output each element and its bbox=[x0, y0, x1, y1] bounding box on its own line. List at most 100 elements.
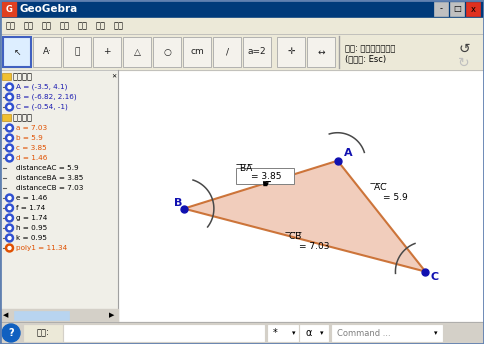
Bar bbox=[14, 311, 69, 320]
Bar bbox=[307, 37, 335, 67]
Text: ◀: ◀ bbox=[3, 312, 9, 319]
Text: -: - bbox=[439, 4, 442, 13]
Bar bbox=[123, 37, 151, 67]
Bar bbox=[268, 325, 298, 341]
Circle shape bbox=[2, 324, 20, 342]
Circle shape bbox=[8, 157, 11, 160]
Circle shape bbox=[5, 93, 14, 101]
Bar bbox=[0, 34, 484, 70]
Bar bbox=[118, 70, 484, 322]
Circle shape bbox=[8, 137, 11, 140]
Text: □: □ bbox=[453, 4, 461, 13]
Text: Command ...: Command ... bbox=[337, 329, 391, 337]
Text: C: C bbox=[430, 272, 439, 282]
Bar bbox=[33, 37, 61, 67]
Bar bbox=[183, 37, 211, 67]
Circle shape bbox=[8, 206, 11, 209]
Text: ✛: ✛ bbox=[287, 47, 295, 56]
Circle shape bbox=[8, 196, 11, 200]
Text: 檔案: 檔案 bbox=[6, 21, 16, 31]
Text: x: x bbox=[470, 4, 475, 13]
Bar bbox=[93, 37, 121, 67]
Circle shape bbox=[8, 247, 11, 249]
Text: ↺: ↺ bbox=[458, 42, 470, 56]
Text: ⟋: ⟋ bbox=[75, 47, 80, 56]
Text: B: B bbox=[174, 197, 182, 207]
FancyBboxPatch shape bbox=[2, 73, 11, 80]
Circle shape bbox=[8, 96, 11, 98]
Text: C = (-0.54, -1): C = (-0.54, -1) bbox=[16, 104, 68, 110]
Text: b = 5.9: b = 5.9 bbox=[16, 135, 43, 141]
Polygon shape bbox=[184, 161, 425, 272]
Bar bbox=[332, 325, 442, 341]
Circle shape bbox=[5, 144, 14, 152]
Bar bbox=[24, 325, 62, 341]
Text: 檢視: 檢視 bbox=[42, 21, 52, 31]
Text: k = 0.95: k = 0.95 bbox=[16, 235, 47, 241]
Circle shape bbox=[8, 237, 11, 239]
Bar bbox=[300, 325, 328, 341]
Text: ?: ? bbox=[8, 328, 14, 338]
Text: poly1 = 11.34: poly1 = 11.34 bbox=[16, 245, 67, 251]
Text: 選項: 選項 bbox=[60, 21, 70, 31]
Text: distanceBA = 3.85: distanceBA = 3.85 bbox=[16, 175, 83, 181]
Bar bbox=[0, 309, 118, 322]
Text: ̅B̅A̅: ̅B̅A̅ bbox=[241, 164, 253, 173]
Bar bbox=[243, 37, 271, 67]
Text: ▾: ▾ bbox=[292, 330, 296, 336]
Text: 編輯: 編輯 bbox=[24, 21, 34, 31]
Text: cm: cm bbox=[190, 47, 204, 56]
Circle shape bbox=[5, 154, 14, 162]
Text: a=2: a=2 bbox=[248, 47, 266, 56]
Circle shape bbox=[5, 244, 14, 252]
Text: A = (-3.5, 4.1): A = (-3.5, 4.1) bbox=[16, 84, 67, 90]
Text: △: △ bbox=[134, 47, 140, 56]
Circle shape bbox=[8, 226, 11, 229]
Circle shape bbox=[5, 124, 14, 132]
Bar bbox=[153, 37, 181, 67]
Circle shape bbox=[5, 214, 14, 222]
Text: 目變物件: 目變物件 bbox=[13, 72, 33, 81]
Bar bbox=[3, 37, 31, 67]
Text: ▾: ▾ bbox=[320, 330, 323, 336]
Text: ✕: ✕ bbox=[111, 74, 117, 79]
Circle shape bbox=[8, 147, 11, 150]
Text: distanceCB = 7.03: distanceCB = 7.03 bbox=[16, 185, 83, 191]
Text: ☛: ☛ bbox=[261, 179, 271, 189]
Text: A: A bbox=[344, 148, 352, 158]
Text: ○: ○ bbox=[163, 47, 171, 56]
Text: = 5.9: = 5.9 bbox=[383, 193, 408, 202]
Circle shape bbox=[5, 134, 14, 142]
Text: 視窗: 視窗 bbox=[96, 21, 106, 31]
Text: A·: A· bbox=[43, 47, 51, 56]
Text: GeoGebra: GeoGebra bbox=[20, 4, 78, 14]
Text: d = 1.46: d = 1.46 bbox=[16, 155, 47, 161]
Circle shape bbox=[8, 127, 11, 129]
Text: 說明: 說明 bbox=[114, 21, 124, 31]
Circle shape bbox=[5, 194, 14, 202]
Text: = 7.03: = 7.03 bbox=[299, 241, 330, 251]
Bar bbox=[63, 37, 91, 67]
Bar bbox=[450, 2, 464, 16]
Text: a = 7.03: a = 7.03 bbox=[16, 125, 47, 131]
Circle shape bbox=[8, 86, 11, 88]
Bar bbox=[0, 18, 484, 34]
Text: = 3.85: = 3.85 bbox=[251, 172, 281, 181]
Bar bbox=[64, 325, 264, 341]
Text: /: / bbox=[226, 47, 228, 56]
Circle shape bbox=[8, 106, 11, 108]
Text: ▾: ▾ bbox=[434, 330, 438, 336]
Text: ̅C̅B̅: ̅C̅B̅ bbox=[290, 232, 302, 241]
Circle shape bbox=[5, 204, 14, 212]
Text: (快速鍵: Esc): (快速鍵: Esc) bbox=[345, 54, 386, 63]
Bar bbox=[0, 322, 484, 344]
Circle shape bbox=[8, 216, 11, 219]
Text: e = 1.46: e = 1.46 bbox=[16, 195, 47, 201]
Text: ̅A̅C̅: ̅A̅C̅ bbox=[374, 183, 387, 192]
Text: α: α bbox=[305, 328, 311, 338]
Text: ↻: ↻ bbox=[458, 56, 470, 70]
Bar bbox=[2, 2, 16, 16]
Bar bbox=[0, 0, 484, 18]
Bar bbox=[236, 168, 294, 184]
Text: f = 1.74: f = 1.74 bbox=[16, 205, 45, 211]
